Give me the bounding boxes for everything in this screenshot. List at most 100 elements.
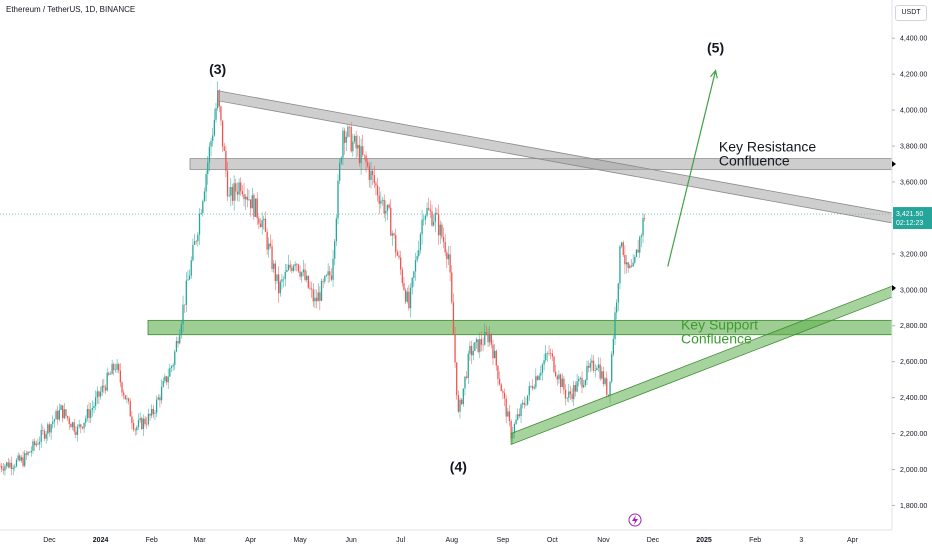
candle-body	[583, 384, 585, 388]
events-icon[interactable]	[628, 513, 642, 527]
x-tick-label: Aug	[446, 537, 459, 544]
candle-body	[85, 418, 87, 423]
candle-body	[43, 430, 46, 439]
candle-body	[424, 215, 427, 220]
candle-body	[515, 419, 517, 425]
candle-body	[243, 194, 245, 200]
candle-body	[30, 450, 32, 453]
candle-body	[106, 372, 108, 391]
x-tick-label: Jul	[396, 537, 405, 544]
candle-body	[431, 211, 433, 226]
candle-body	[99, 391, 102, 397]
candle-body	[307, 275, 309, 288]
candle-body	[282, 278, 285, 280]
candle-body	[19, 455, 21, 461]
candle-body	[573, 385, 575, 400]
candle-body	[284, 272, 286, 279]
candle-body	[441, 224, 443, 237]
candle-body	[86, 408, 89, 419]
candle-body	[477, 339, 479, 352]
candle-body	[81, 426, 84, 429]
x-tick-label: Oct	[547, 537, 558, 544]
candle-body	[188, 275, 191, 280]
currency-badge[interactable]: USDT	[895, 5, 927, 21]
candle-body	[42, 430, 44, 431]
candle-body	[207, 162, 209, 175]
x-tick-label: 2025	[696, 537, 712, 544]
candle-body	[200, 212, 202, 214]
candle-body	[215, 108, 217, 120]
candle-body	[185, 280, 187, 305]
candle-body	[480, 339, 483, 345]
candle-body	[454, 334, 456, 363]
x-tick-label: 3	[799, 537, 803, 544]
candle-body	[522, 402, 524, 405]
candle-body	[548, 353, 550, 354]
candle-body	[550, 353, 552, 354]
candle-body	[507, 411, 509, 417]
candle-body	[571, 393, 573, 400]
candle-body	[513, 424, 516, 434]
candle-body	[205, 174, 207, 192]
candle-body	[238, 182, 240, 195]
candle-body	[261, 220, 263, 228]
candle-body	[29, 451, 31, 453]
candle-body	[208, 146, 211, 163]
candle-body	[437, 214, 440, 236]
candle-body	[233, 183, 235, 201]
candle-body	[391, 233, 394, 236]
candle-body	[266, 231, 268, 250]
candle-body	[378, 195, 380, 204]
candle-body	[330, 275, 333, 280]
candle-body	[597, 364, 600, 369]
candle-body	[50, 424, 52, 433]
candle-body	[363, 154, 366, 156]
candle-body	[436, 212, 438, 215]
candle-body	[94, 397, 97, 407]
candle-body	[155, 399, 158, 413]
candle-body	[152, 408, 154, 414]
candle-body	[625, 262, 628, 265]
candle-body	[639, 237, 641, 253]
candle-body	[111, 363, 113, 374]
candle-body	[566, 397, 568, 399]
candle-body	[635, 249, 638, 257]
candle-body	[500, 384, 502, 392]
candle-body	[304, 269, 306, 280]
candle-body	[492, 344, 494, 359]
candle-body	[594, 370, 596, 371]
candle-body	[157, 397, 159, 400]
candle-body	[177, 340, 179, 344]
x-tick-label: Feb	[749, 537, 761, 544]
candle-body	[632, 262, 634, 267]
candle-body	[251, 195, 253, 209]
candle-body	[345, 136, 347, 143]
candle-body	[558, 374, 560, 380]
candle-body	[546, 353, 549, 354]
candle-body	[474, 342, 476, 351]
candle-body	[279, 281, 281, 294]
ascending-trendline	[510, 285, 893, 446]
support-marker	[892, 285, 896, 292]
candle-body	[198, 213, 201, 235]
candle-body	[116, 363, 118, 370]
candle-body	[184, 304, 186, 306]
candle-body	[306, 275, 308, 280]
candle-body	[606, 378, 608, 395]
candle-body	[551, 353, 553, 357]
candle-body	[245, 196, 247, 200]
candle-body	[289, 264, 291, 268]
candle-body	[576, 381, 578, 392]
candle-body	[314, 297, 316, 302]
candle-body	[32, 441, 34, 451]
candle-body	[505, 398, 507, 417]
candle-body	[55, 411, 57, 420]
candle-body	[335, 218, 338, 242]
candle-body	[144, 418, 146, 424]
candle-body	[376, 185, 379, 196]
candle-body	[644, 217, 646, 219]
candle-body	[210, 140, 212, 147]
candle-body	[57, 411, 59, 420]
candle-body	[254, 198, 257, 217]
